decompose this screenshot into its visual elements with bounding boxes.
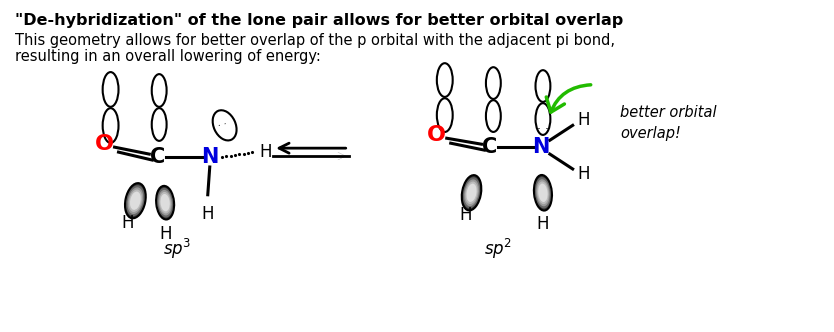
- Ellipse shape: [437, 98, 453, 132]
- Text: O: O: [95, 134, 114, 154]
- Ellipse shape: [158, 190, 172, 215]
- Ellipse shape: [152, 74, 167, 107]
- Ellipse shape: [125, 183, 146, 218]
- Ellipse shape: [130, 192, 141, 210]
- Text: H: H: [202, 205, 214, 223]
- Ellipse shape: [464, 179, 479, 206]
- Ellipse shape: [156, 186, 174, 219]
- Text: N: N: [201, 147, 219, 167]
- Ellipse shape: [157, 188, 173, 217]
- Text: · ·: · ·: [537, 123, 549, 136]
- Text: H: H: [121, 213, 133, 231]
- Ellipse shape: [128, 190, 142, 212]
- Ellipse shape: [103, 72, 118, 107]
- Ellipse shape: [159, 192, 171, 213]
- Text: H: H: [578, 111, 590, 129]
- Text: O: O: [427, 125, 446, 145]
- Text: H: H: [460, 206, 472, 223]
- Ellipse shape: [486, 100, 500, 132]
- Text: C: C: [482, 137, 497, 157]
- Text: sp$^2$: sp$^2$: [484, 237, 511, 261]
- Text: H: H: [578, 165, 590, 183]
- Ellipse shape: [213, 110, 237, 140]
- Ellipse shape: [462, 175, 481, 210]
- Ellipse shape: [103, 108, 118, 143]
- Ellipse shape: [486, 67, 500, 99]
- Text: sp$^3$: sp$^3$: [163, 237, 191, 261]
- FancyArrowPatch shape: [546, 85, 590, 112]
- Ellipse shape: [463, 177, 480, 208]
- Ellipse shape: [535, 103, 550, 135]
- Ellipse shape: [126, 185, 144, 216]
- Ellipse shape: [537, 181, 549, 204]
- Ellipse shape: [535, 70, 550, 102]
- Text: H: H: [537, 214, 549, 233]
- Ellipse shape: [534, 175, 552, 210]
- Ellipse shape: [437, 63, 453, 97]
- Ellipse shape: [128, 187, 143, 214]
- Text: resulting in an overall lowering of energy:: resulting in an overall lowering of ener…: [15, 49, 321, 64]
- Ellipse shape: [152, 108, 167, 141]
- Text: · ·: · ·: [217, 119, 229, 131]
- Ellipse shape: [535, 177, 551, 208]
- Ellipse shape: [536, 179, 550, 206]
- Text: H: H: [158, 224, 171, 242]
- Ellipse shape: [466, 184, 476, 202]
- Ellipse shape: [538, 184, 548, 202]
- Text: better orbital
overlap!: better orbital overlap!: [620, 105, 717, 140]
- Text: "De-hybridization" of the lone pair allows for better orbital overlap: "De-hybridization" of the lone pair allo…: [15, 13, 624, 28]
- Ellipse shape: [465, 182, 478, 204]
- Text: This geometry allows for better overlap of the p orbital with the adjacent pi bo: This geometry allows for better overlap …: [15, 33, 615, 48]
- Text: N: N: [532, 137, 550, 157]
- Text: H: H: [259, 143, 272, 161]
- Ellipse shape: [160, 194, 170, 211]
- Text: C: C: [149, 147, 165, 167]
